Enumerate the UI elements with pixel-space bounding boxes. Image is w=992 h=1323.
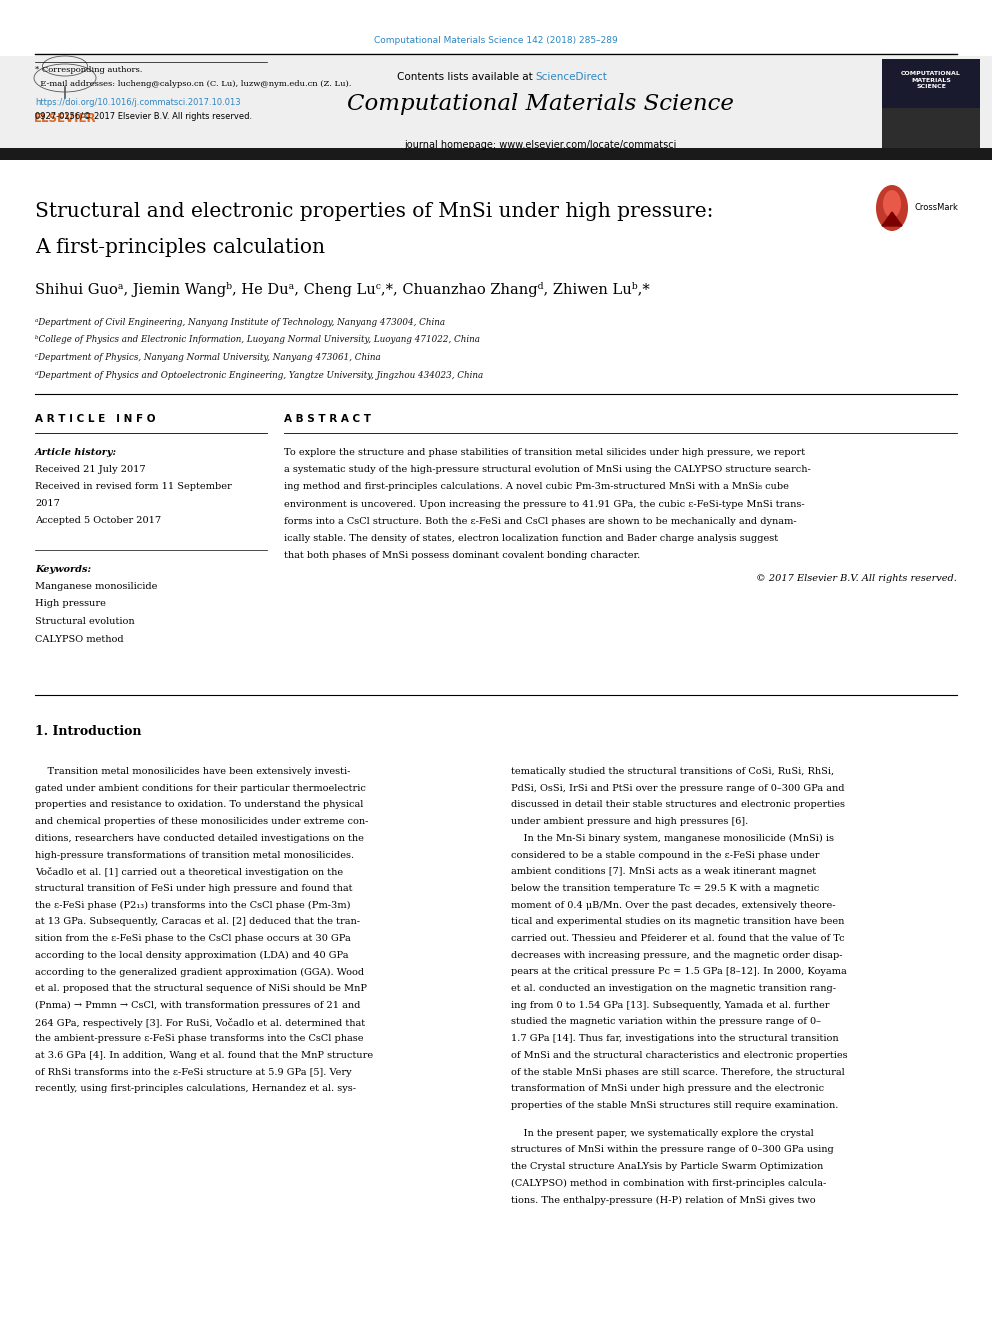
Text: recently, using first-principles calculations, Hernandez et al. sys-: recently, using first-principles calcula… — [35, 1085, 356, 1093]
Text: Transition metal monosilicides have been extensively investi-: Transition metal monosilicides have been… — [35, 767, 350, 777]
Text: Shihui Guoᵃ, Jiemin Wangᵇ, He Duᵃ, Cheng Luᶜ,*, Chuanzhao Zhangᵈ, Zhiwen Luᵇ,*: Shihui Guoᵃ, Jiemin Wangᵇ, He Duᵃ, Cheng… — [35, 282, 650, 296]
Text: tematically studied the structural transitions of CoSi, RuSi, RhSi,: tematically studied the structural trans… — [511, 767, 834, 777]
Text: of RhSi transforms into the ε-FeSi structure at 5.9 GPa [5]. Very: of RhSi transforms into the ε-FeSi struc… — [35, 1068, 351, 1077]
Text: under ambient pressure and high pressures [6].: under ambient pressure and high pressure… — [511, 818, 748, 826]
Text: tions. The enthalpy-pressure (H-P) relation of MnSi gives two: tions. The enthalpy-pressure (H-P) relat… — [511, 1196, 815, 1205]
Text: (CALYPSO) method in combination with first-principles calcula-: (CALYPSO) method in combination with fir… — [511, 1179, 826, 1188]
Text: Accepted 5 October 2017: Accepted 5 October 2017 — [35, 516, 161, 525]
Text: High pressure: High pressure — [35, 599, 106, 609]
Text: et al. proposed that the structural sequence of NiSi should be MnP: et al. proposed that the structural sequ… — [35, 984, 367, 994]
Text: tical and experimental studies on its magnetic transition have been: tical and experimental studies on its ma… — [511, 917, 844, 926]
Text: ing method and first-principles calculations. A novel cubic Pm-3m-structured MnS: ing method and first-principles calculat… — [284, 483, 789, 491]
Text: structural transition of FeSi under high pressure and found that: structural transition of FeSi under high… — [35, 884, 352, 893]
Text: Structural and electronic properties of MnSi under high pressure:: Structural and electronic properties of … — [35, 202, 713, 221]
Text: considered to be a stable compound in the ε-FeSi phase under: considered to be a stable compound in th… — [511, 851, 819, 860]
Text: Computational Materials Science 142 (2018) 285–289: Computational Materials Science 142 (201… — [374, 36, 618, 45]
Text: COMPUTATIONAL
MATERIALS
SCIENCE: COMPUTATIONAL MATERIALS SCIENCE — [901, 71, 961, 90]
Text: Computational Materials Science: Computational Materials Science — [347, 93, 734, 115]
Text: ically stable. The density of states, electron localization function and Bader c: ically stable. The density of states, el… — [284, 534, 778, 542]
Text: discussed in detail their stable structures and electronic properties: discussed in detail their stable structu… — [511, 800, 845, 810]
Bar — [0, 56, 992, 157]
Text: that both phases of MnSi possess dominant covalent bonding character.: that both phases of MnSi possess dominan… — [284, 552, 640, 560]
Text: ELSEVIER: ELSEVIER — [34, 112, 96, 124]
Text: A first-principles calculation: A first-principles calculation — [35, 238, 325, 257]
Text: pears at the critical pressure Pc = 1.5 GPa [8–12]. In 2000, Koyama: pears at the critical pressure Pc = 1.5 … — [511, 967, 847, 976]
Text: at 3.6 GPa [4]. In addition, Wang et al. found that the MnP structure: at 3.6 GPa [4]. In addition, Wang et al.… — [35, 1050, 373, 1060]
Text: ditions, researchers have conducted detailed investigations on the: ditions, researchers have conducted deta… — [35, 833, 364, 843]
Text: sition from the ε-FeSi phase to the CsCl phase occurs at 30 GPa: sition from the ε-FeSi phase to the CsCl… — [35, 934, 351, 943]
Text: https://doi.org/10.1016/j.commatsci.2017.10.013: https://doi.org/10.1016/j.commatsci.2017… — [35, 98, 241, 107]
Text: the Crystal structure AnaLYsis by Particle Swarm Optimization: the Crystal structure AnaLYsis by Partic… — [511, 1162, 823, 1171]
Text: et al. conducted an investigation on the magnetic transition rang-: et al. conducted an investigation on the… — [511, 984, 836, 994]
Text: ambient conditions [7]. MnSi acts as a weak itinerant magnet: ambient conditions [7]. MnSi acts as a w… — [511, 867, 816, 876]
Text: ᵈDepartment of Physics and Optoelectronic Engineering, Yangtze University, Jingz: ᵈDepartment of Physics and Optoelectroni… — [35, 370, 483, 380]
Text: 1.7 GPa [14]. Thus far, investigations into the structural transition: 1.7 GPa [14]. Thus far, investigations i… — [511, 1035, 838, 1044]
Text: Article history:: Article history: — [35, 448, 117, 456]
Text: 1. Introduction: 1. Introduction — [35, 725, 142, 738]
Text: ᶜDepartment of Physics, Nanyang Normal University, Nanyang 473061, China: ᶜDepartment of Physics, Nanyang Normal U… — [35, 353, 381, 363]
Ellipse shape — [883, 191, 901, 218]
Text: ScienceDirect: ScienceDirect — [536, 71, 607, 82]
Text: and chemical properties of these monosilicides under extreme con-: and chemical properties of these monosil… — [35, 818, 368, 826]
Text: decreases with increasing pressure, and the magnetic order disap-: decreases with increasing pressure, and … — [511, 951, 842, 959]
Text: transformation of MnSi under high pressure and the electronic: transformation of MnSi under high pressu… — [511, 1085, 824, 1093]
Text: Received 21 July 2017: Received 21 July 2017 — [35, 464, 146, 474]
Text: the ε-FeSi phase (P2₁₃) transforms into the CsCl phase (Pm-3m): the ε-FeSi phase (P2₁₃) transforms into … — [35, 901, 350, 910]
Text: of the stable MnSi phases are still scarce. Therefore, the structural: of the stable MnSi phases are still scar… — [511, 1068, 845, 1077]
Text: a systematic study of the high-pressure structural evolution of MnSi using the C: a systematic study of the high-pressure … — [284, 466, 810, 474]
Text: Keywords:: Keywords: — [35, 565, 91, 574]
Text: ᵃDepartment of Civil Engineering, Nanyang Institute of Technology, Nanyang 47300: ᵃDepartment of Civil Engineering, Nanyan… — [35, 318, 445, 327]
Text: according to the generalized gradient approximation (GGA). Wood: according to the generalized gradient ap… — [35, 967, 364, 976]
Text: CrossMark: CrossMark — [914, 204, 958, 213]
Text: journal homepage: www.elsevier.com/locate/commatsci: journal homepage: www.elsevier.com/locat… — [405, 140, 677, 149]
Bar — [882, 60, 980, 107]
Ellipse shape — [876, 185, 908, 232]
Text: below the transition temperature Tc = 29.5 K with a magnetic: below the transition temperature Tc = 29… — [511, 884, 819, 893]
Polygon shape — [882, 212, 902, 226]
Text: according to the local density approximation (LDA) and 40 GPa: according to the local density approxima… — [35, 951, 348, 959]
Bar — [0, 148, 992, 160]
Text: 2017: 2017 — [35, 499, 60, 508]
Text: Contents lists available at: Contents lists available at — [397, 71, 536, 82]
Text: structures of MnSi within the pressure range of 0–300 GPa using: structures of MnSi within the pressure r… — [511, 1146, 833, 1155]
Bar — [882, 60, 980, 156]
Text: In the Mn-Si binary system, manganese monosilicide (MnSi) is: In the Mn-Si binary system, manganese mo… — [511, 833, 834, 843]
Text: A R T I C L E   I N F O: A R T I C L E I N F O — [35, 414, 156, 423]
Text: forms into a CsCl structure. Both the ε-FeSi and CsCl phases are shown to be mec: forms into a CsCl structure. Both the ε-… — [284, 517, 797, 525]
Text: at 13 GPa. Subsequently, Caracas et al. [2] deduced that the tran-: at 13 GPa. Subsequently, Caracas et al. … — [35, 917, 360, 926]
Text: high-pressure transformations of transition metal monosilicides.: high-pressure transformations of transit… — [35, 851, 354, 860]
Text: Received in revised form 11 September: Received in revised form 11 September — [35, 482, 232, 491]
Text: 0927-0256/© 2017 Elsevier B.V. All rights reserved.: 0927-0256/© 2017 Elsevier B.V. All right… — [35, 112, 252, 120]
Text: gated under ambient conditions for their particular thermoelectric: gated under ambient conditions for their… — [35, 783, 366, 792]
Text: To explore the structure and phase stabilities of transition metal silicides und: To explore the structure and phase stabi… — [284, 448, 806, 456]
Text: moment of 0.4 μB/Mn. Over the past decades, extensively theore-: moment of 0.4 μB/Mn. Over the past decad… — [511, 901, 835, 910]
Text: environment is uncovered. Upon increasing the pressure to 41.91 GPa, the cubic ε: environment is uncovered. Upon increasin… — [284, 500, 805, 508]
Text: ing from 0 to 1.54 GPa [13]. Subsequently, Yamada et al. further: ing from 0 to 1.54 GPa [13]. Subsequentl… — [511, 1000, 829, 1009]
Text: In the present paper, we systematically explore the crystal: In the present paper, we systematically … — [511, 1129, 813, 1138]
Text: the ambient-pressure ε-FeSi phase transforms into the CsCl phase: the ambient-pressure ε-FeSi phase transf… — [35, 1035, 363, 1044]
Text: (Pnma) → Pmmn → CsCl, with transformation pressures of 21 and: (Pnma) → Pmmn → CsCl, with transformatio… — [35, 1000, 360, 1009]
Text: Vočadlo et al. [1] carried out a theoretical investigation on the: Vočadlo et al. [1] carried out a theoret… — [35, 867, 343, 877]
Text: A B S T R A C T: A B S T R A C T — [284, 414, 371, 423]
Text: studied the magnetic variation within the pressure range of 0–: studied the magnetic variation within th… — [511, 1017, 821, 1027]
Text: CALYPSO method: CALYPSO method — [35, 635, 124, 643]
Text: PdSi, OsSi, IrSi and PtSi over the pressure range of 0–300 GPa and: PdSi, OsSi, IrSi and PtSi over the press… — [511, 783, 844, 792]
Text: properties of the stable MnSi structures still require examination.: properties of the stable MnSi structures… — [511, 1101, 838, 1110]
Text: * Corresponding authors.: * Corresponding authors. — [35, 66, 143, 74]
Text: carried out. Thessieu and Pfeiderer et al. found that the value of Tc: carried out. Thessieu and Pfeiderer et a… — [511, 934, 844, 943]
Text: of MnSi and the structural characteristics and electronic properties: of MnSi and the structural characteristi… — [511, 1050, 847, 1060]
Text: 264 GPa, respectively [3]. For RuSi, Vočadlo et al. determined that: 264 GPa, respectively [3]. For RuSi, Voč… — [35, 1017, 365, 1028]
Text: E-mail addresses: lucheng@calypso.cn (C. Lu), luzw@nym.edu.cn (Z. Lu).: E-mail addresses: lucheng@calypso.cn (C.… — [35, 79, 351, 89]
Text: Structural evolution: Structural evolution — [35, 617, 135, 626]
Text: Manganese monosilicide: Manganese monosilicide — [35, 582, 158, 591]
Text: properties and resistance to oxidation. To understand the physical: properties and resistance to oxidation. … — [35, 800, 363, 810]
Text: © 2017 Elsevier B.V. All rights reserved.: © 2017 Elsevier B.V. All rights reserved… — [756, 574, 957, 583]
Text: ᵇCollege of Physics and Electronic Information, Luoyang Normal University, Luoya: ᵇCollege of Physics and Electronic Infor… — [35, 336, 480, 344]
